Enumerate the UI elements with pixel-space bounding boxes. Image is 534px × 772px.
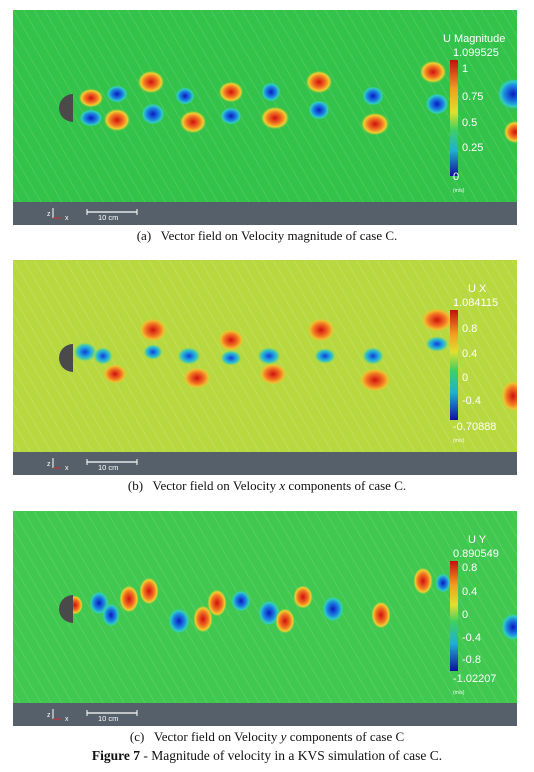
panel-a-scale-bar: 10 cm bbox=[86, 209, 138, 222]
panel-c-legend-max: 0.890549 bbox=[453, 548, 499, 560]
panel-c-legend-tick: 0 bbox=[462, 609, 468, 621]
panel-b-legend-tick: -0.4 bbox=[462, 395, 481, 407]
panel-c-legend-tick: -0.8 bbox=[462, 654, 481, 666]
caption-b-variable: x bbox=[279, 478, 286, 493]
panel-a-legend-tick: 0.75 bbox=[462, 91, 483, 103]
panel-b-axis-z-label: z bbox=[47, 461, 51, 468]
panel-a-legend-title: U Magnitude bbox=[443, 33, 505, 45]
panel-c-legend: U Y 0.890549 0.8 0.4 0 -0.4 -0.8 -1.0220… bbox=[450, 534, 499, 696]
caption-c-text-post: components of case C bbox=[286, 729, 405, 744]
panel-b-cylinder-obstacle bbox=[59, 344, 73, 372]
figure-caption-label: Figure 7 bbox=[91, 748, 140, 763]
figure-caption-text: - Magnitude of velocity in a KVS simulat… bbox=[139, 748, 443, 763]
panel-c-legend-tick: -0.4 bbox=[462, 632, 481, 644]
panel-c-legend-unit: (m/s) bbox=[453, 690, 465, 696]
panel-c-legend-tick: 0.4 bbox=[462, 586, 477, 598]
panel-b-plot: z x 10 cm U X 1.084115 0.8 0.4 0 -0.4 -0… bbox=[13, 260, 517, 475]
panel-a-cylinder-obstacle bbox=[59, 94, 73, 122]
panel-a-axis-triad: z x bbox=[47, 208, 69, 222]
panel-b-legend-tick: 0 bbox=[462, 372, 468, 384]
panel-a-scale-label: 10 cm bbox=[98, 213, 118, 222]
panel-b-axis-triad: z x bbox=[47, 458, 69, 472]
caption-b-text-post: components of case C. bbox=[285, 478, 407, 493]
panel-b-legend-title: U X bbox=[468, 283, 487, 295]
panel-a-plot: z x 10 cm U Magnitude 1.099525 1 0.75 0.… bbox=[13, 10, 517, 225]
panel-b-axis-x-label: x bbox=[65, 465, 69, 472]
panel-c-axis-z-label: z bbox=[47, 712, 51, 719]
panel-b-vortices bbox=[73, 308, 517, 412]
panel-c-legend-min: -1.02207 bbox=[453, 673, 496, 685]
panel-c-plot: z x 10 cm U Y 0.890549 0.8 0.4 0 -0.4 -0… bbox=[13, 511, 517, 726]
panel-a-legend-tick: 0.5 bbox=[462, 117, 477, 129]
panel-b-colorbar bbox=[450, 310, 458, 420]
panel-c-colorbar bbox=[450, 561, 458, 671]
figure-caption: Figure 7 - Magnitude of velocity in a KV… bbox=[0, 748, 534, 764]
panel-a-legend: U Magnitude 1.099525 1 0.75 0.5 0.25 0 (… bbox=[443, 33, 505, 194]
panel-a-legend-tick: 1 bbox=[462, 63, 468, 75]
caption-c-variable: y bbox=[280, 729, 287, 744]
panel-a-colorbar bbox=[450, 60, 458, 176]
panel-b-bottom-strip bbox=[13, 452, 517, 475]
panel-c-velocity-y: z x 10 cm U Y 0.890549 0.8 0.4 0 -0.4 -0… bbox=[13, 511, 517, 726]
panel-b-legend-min: -0.70888 bbox=[453, 421, 496, 433]
caption-c-text-pre: Vector field on Velocity bbox=[153, 729, 281, 744]
panel-b-legend-tick: 0.4 bbox=[462, 348, 477, 360]
panel-a-legend-tick: 0.25 bbox=[462, 142, 483, 154]
panel-b-scale-bar: 10 cm bbox=[86, 459, 138, 472]
panel-b-velocity-x: z x 10 cm U X 1.084115 0.8 0.4 0 -0.4 -0… bbox=[13, 260, 517, 475]
panel-b-legend: U X 1.084115 0.8 0.4 0 -0.4 -0.70888 (m/… bbox=[450, 283, 498, 444]
caption-c: (c) Vector field on Velocity y component… bbox=[0, 729, 534, 745]
caption-b-text-pre: Vector field on Velocity bbox=[152, 478, 280, 493]
panel-c-legend-tick: 0.8 bbox=[462, 562, 477, 574]
panel-c-scale-label: 10 cm bbox=[98, 714, 118, 723]
panel-b-legend-max: 1.084115 bbox=[453, 297, 498, 309]
panel-a-legend-max: 1.099525 bbox=[453, 47, 499, 59]
caption-b-prefix: (b) bbox=[127, 478, 144, 493]
panel-c-axis-triad: z x bbox=[47, 709, 69, 723]
caption-c-prefix: (c) bbox=[129, 729, 145, 744]
panel-b-legend-tick: 0.8 bbox=[462, 323, 477, 335]
panel-c-vortices bbox=[67, 567, 517, 641]
panel-c-axis-x-label: x bbox=[65, 716, 69, 723]
panel-a-legend-tick: 0 bbox=[453, 171, 459, 183]
caption-b: (b) Vector field on Velocity x component… bbox=[0, 478, 534, 494]
caption-a-prefix: (a) bbox=[136, 228, 152, 243]
caption-a-text: Vector field on Velocity magnitude of ca… bbox=[160, 228, 398, 243]
panel-b-scale-label: 10 cm bbox=[98, 463, 118, 472]
panel-c-scale-bar: 10 cm bbox=[86, 710, 138, 723]
panel-a-bottom-strip bbox=[13, 202, 517, 225]
panel-c-legend-title: U Y bbox=[468, 534, 487, 546]
caption-a: (a) Vector field on Velocity magnitude o… bbox=[0, 228, 534, 244]
panel-c-bottom-strip bbox=[13, 703, 517, 726]
panel-a-vortices bbox=[78, 60, 517, 144]
panel-a-axis-z-label: z bbox=[47, 211, 51, 218]
panel-a-velocity-magnitude: z x 10 cm U Magnitude 1.099525 1 0.75 0.… bbox=[13, 10, 517, 225]
panel-b-legend-unit: (m/s) bbox=[453, 438, 465, 444]
panel-c-cylinder-obstacle bbox=[59, 595, 73, 623]
panel-a-legend-unit: (m/s) bbox=[453, 188, 465, 194]
panel-a-axis-x-label: x bbox=[65, 215, 69, 222]
